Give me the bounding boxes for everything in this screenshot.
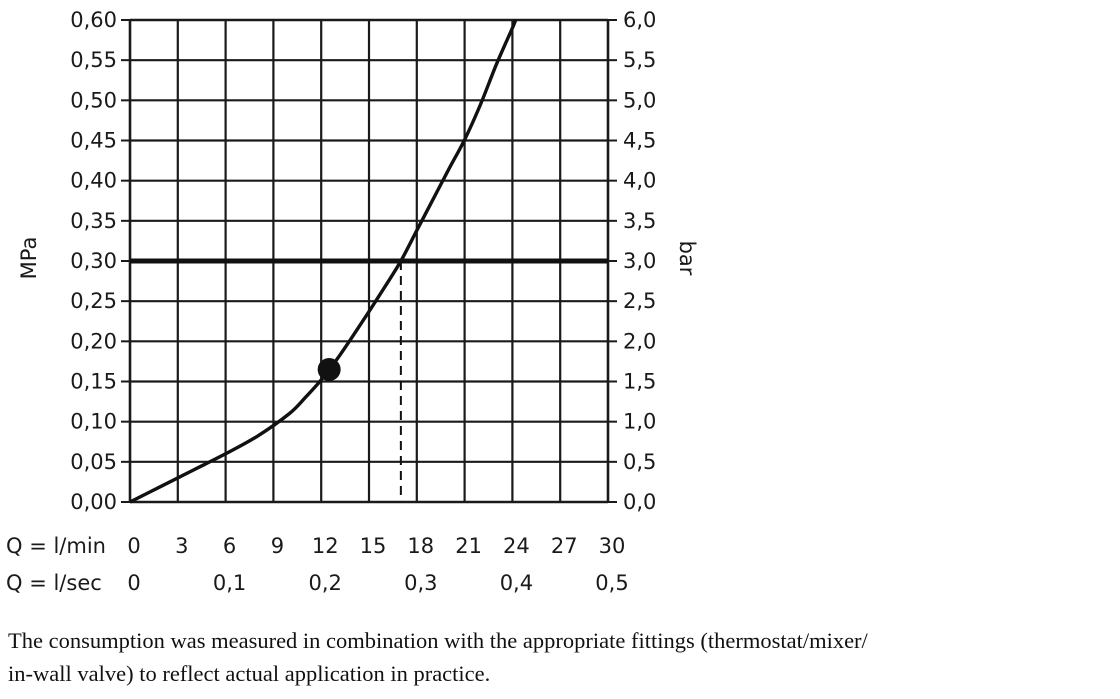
- bar-tick-label: 2,0: [623, 329, 656, 353]
- mpa-tick-label: 0,50: [70, 88, 117, 112]
- x-tick-label: 24: [503, 534, 530, 558]
- x-tick-label: 15: [360, 534, 387, 558]
- x-tick-label: 0,5: [595, 571, 628, 595]
- flow-curve-group: [129, 19, 518, 504]
- chart-caption: The consumption was measured in combinat…: [8, 624, 1118, 690]
- reference-line-group: [130, 258, 608, 502]
- bar-tick-label: 0,5: [623, 450, 656, 474]
- x-tick-label: 0,2: [308, 571, 341, 595]
- mpa-tick-label: 0,15: [70, 370, 117, 394]
- mpa-tick-label: 0,25: [70, 289, 117, 313]
- caption-line-2: in-wall valve) to reflect actual applica…: [8, 661, 491, 686]
- bar-tick-label: 4,0: [623, 169, 656, 193]
- mpa-tick-label: 0,20: [70, 329, 117, 353]
- x-tick-label: 30: [599, 534, 626, 558]
- bar-tick-label: 1,5: [623, 370, 656, 394]
- x-tick-label: 3: [175, 534, 188, 558]
- curve-marker-point: [317, 357, 341, 381]
- mpa-tick-label: 0,00: [70, 490, 117, 514]
- flow-curve: [129, 19, 518, 504]
- bar-tick-label: 6,0: [623, 8, 656, 32]
- x-tick-label: 18: [407, 534, 434, 558]
- x-tick-label: 6: [223, 534, 236, 558]
- bar-tick-label: 0,0: [623, 490, 656, 514]
- mpa-tick-label: 0,55: [70, 48, 117, 72]
- x-tick-label: 9: [271, 534, 284, 558]
- bar-tick-label: 4,5: [623, 129, 656, 153]
- mpa-tick-label: 0,35: [70, 209, 117, 233]
- bar-tick-label: 5,0: [623, 88, 656, 112]
- x-row-label: Q = l/sec: [6, 571, 102, 595]
- mpa-tick-labels: 0,00 0,05 0,10 0,15 0,20 0,25 0,30 0,35 0,40 0,45…: [70, 8, 117, 514]
- bar-tick-label: 2,5: [623, 289, 656, 313]
- x-tick-label: 21: [455, 534, 482, 558]
- x-tick-labels: Q = l/min 0 3 6 9 12 15 18 21 24 27 30 Q = l/sec 0 0,1…: [6, 534, 629, 595]
- mpa-tick-label: 0,60: [70, 8, 117, 32]
- mpa-tick-label: 0,05: [70, 450, 117, 474]
- chart-ticks: [121, 19, 617, 503]
- flow-pressure-chart: 0,000,050,100,150,200,250,300,350,400,45…: [6, 8, 699, 595]
- x-tick-label: 0,1: [213, 571, 246, 595]
- x-tick-label: 0: [127, 571, 140, 595]
- mpa-tick-label: 0,30: [70, 249, 117, 273]
- mpa-tick-label: 0,10: [70, 410, 117, 434]
- bar-tick-label: 3,5: [623, 209, 656, 233]
- bar-axis-title: bar: [675, 241, 699, 276]
- caption-line-1: The consumption was measured in combinat…: [8, 628, 868, 653]
- x-tick-label: 12: [312, 534, 339, 558]
- bar-tick-label: 3,0: [623, 249, 656, 273]
- x-tick-label: 0,4: [500, 571, 533, 595]
- x-tick-label: 0: [127, 534, 140, 558]
- mpa-tick-label: 0,40: [70, 169, 117, 193]
- x-row-label: Q = l/min: [6, 534, 106, 558]
- x-tick-label: 0,3: [404, 571, 437, 595]
- bar-tick-label: 5,5: [623, 48, 656, 72]
- bar-tick-label: 1,0: [623, 410, 656, 434]
- mpa-tick-label: 0,45: [70, 129, 117, 153]
- x-tick-label: 27: [551, 534, 578, 558]
- mpa-axis-title: MPa: [17, 237, 41, 280]
- bar-tick-labels: 0,0 0,5 1,0 1,5 2,0 2,5 3,0 3,5 4,0 4,5 5,0 5,5 6,0: [623, 8, 656, 514]
